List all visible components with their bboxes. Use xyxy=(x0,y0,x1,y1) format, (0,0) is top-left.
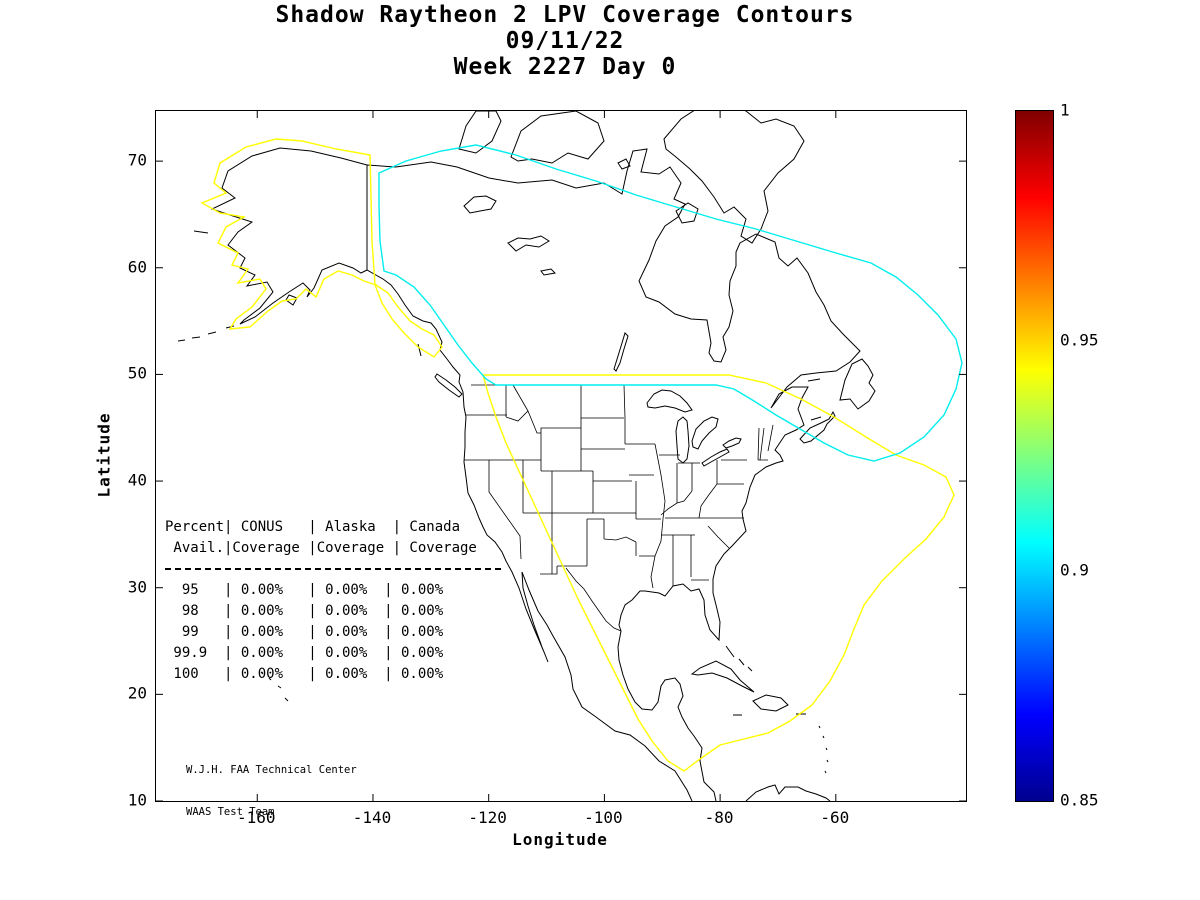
y-tick-label: 20 xyxy=(127,683,147,703)
x-tick-label: -80 xyxy=(704,808,734,827)
y-tick-label: 60 xyxy=(127,257,147,277)
map-plot-area: Percent| CONUS | Alaska | Canada Avail.|… xyxy=(155,110,967,818)
chart-week-day: Week 2227 Day 0 xyxy=(453,54,677,80)
colorbar-tick-label: 0.85 xyxy=(1060,790,1099,810)
colorbar xyxy=(1015,110,1054,802)
chart-title: Shadow Raytheon 2 LPV Coverage Contours xyxy=(275,2,855,28)
coverage-table: Percent| CONUS | Alaska | Canada Avail.|… xyxy=(165,517,505,685)
coverage-table-header: Avail.|Coverage |Coverage | Coverage xyxy=(165,540,477,556)
coverage-table-header: Percent| CONUS | Alaska | Canada xyxy=(165,519,461,535)
coastline-south-america xyxy=(745,784,831,801)
y-tick-label: 70 xyxy=(127,150,147,170)
coverage-table-row: 95 | 0.00% | 0.00% | 0.00% xyxy=(165,582,444,598)
y-tick-label: 40 xyxy=(127,470,147,490)
us-state-borders xyxy=(464,384,774,632)
x-tick-label: -60 xyxy=(820,808,850,827)
attribution-team: WAAS Test Team xyxy=(186,806,275,818)
y-axis-label: Latitude xyxy=(94,412,114,498)
colorbar-tick-label: 0.95 xyxy=(1060,330,1099,350)
y-tick-label: 10 xyxy=(127,790,147,810)
x-tick-label: -100 xyxy=(584,808,623,827)
arctic-islands xyxy=(458,111,805,244)
colorbar-tick-label: 0.9 xyxy=(1060,560,1089,580)
y-tick-label: 50 xyxy=(127,363,147,383)
islands xyxy=(177,230,876,774)
x-tick-label: -120 xyxy=(468,808,507,827)
coastline-east xyxy=(366,148,861,801)
attribution-block: W.J.H. FAA Technical Center WAAS Test Te… xyxy=(186,735,357,847)
x-tick-label: -160 xyxy=(236,808,276,827)
coverage-table-row: 98 | 0.00% | 0.00% | 0.00% xyxy=(165,603,444,619)
coverage-table-row: 99 | 0.00% | 0.00% | 0.00% xyxy=(165,624,444,640)
coverage-contour-090 xyxy=(378,144,963,462)
coverage-table-row: 100 | 0.00% | 0.00% | 0.00% xyxy=(165,666,444,682)
coverage-table-separator xyxy=(165,568,501,570)
coverage-table-row: 99.9 | 0.00% | 0.00% | 0.00% xyxy=(165,645,444,661)
attribution-center: W.J.H. FAA Technical Center xyxy=(186,764,357,776)
y-tick-label: 30 xyxy=(127,577,147,597)
x-tick-label: -140 xyxy=(352,808,392,827)
north-america-map xyxy=(156,111,966,801)
chart-date: 09/11/22 xyxy=(505,28,625,54)
colorbar-tick-label: 1 xyxy=(1060,100,1070,120)
x-axis-label: Longitude xyxy=(512,830,608,849)
axis-tick-marks xyxy=(156,111,966,801)
coastline-west xyxy=(210,147,693,801)
lakes xyxy=(463,195,742,467)
coverage-contour-095 xyxy=(200,138,955,772)
chart-title-block: Shadow Raytheon 2 LPV Coverage Contours … xyxy=(0,2,1130,80)
